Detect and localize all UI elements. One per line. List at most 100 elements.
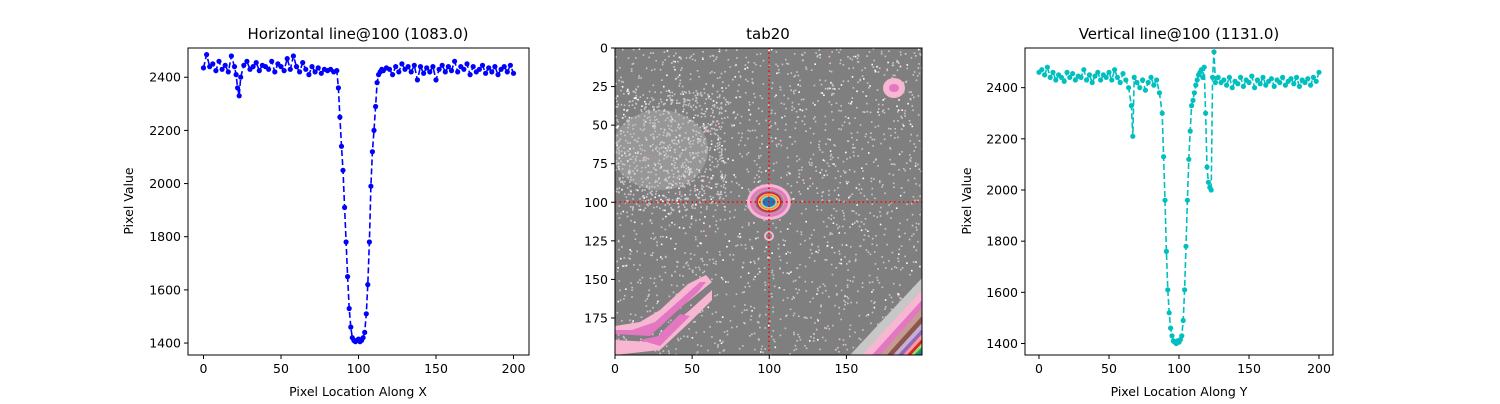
heatmap-speckle-pixel (913, 177, 916, 180)
heatmap-speckle-pixel (692, 98, 694, 101)
heatmap-speckle-pixel (687, 138, 690, 141)
v-data-point (1058, 74, 1064, 80)
v-data-point (1165, 287, 1171, 293)
heatmap-speckle-pixel (770, 293, 773, 295)
heatmap-speckle-pixel (688, 120, 691, 122)
heatmap-speckle-pixel (805, 347, 808, 350)
heatmap-speckle-pixel (812, 297, 814, 300)
heatmap-speckle-pixel (712, 258, 714, 261)
vertical-x-axis-label: Pixel Location Along Y (1111, 384, 1248, 399)
heatmap-speckle-pixel (725, 181, 727, 183)
heatmap-speckle-pixel (846, 140, 849, 142)
heatmap-speckle-pixel (749, 335, 751, 337)
heatmap-speckle-pixel (650, 134, 652, 136)
heatmap-speckle-pixel (797, 333, 799, 336)
heatmap-speckle-pixel (824, 87, 827, 90)
heatmap-speckle-pixel (871, 187, 874, 190)
heatmap-speckle-pixel (693, 179, 695, 182)
v-data-point (1291, 81, 1297, 87)
heatmap-speckle-pixel (668, 89, 670, 92)
v-data-point (1053, 77, 1059, 83)
heatmap-speckle-pixel (684, 209, 687, 212)
v-data-point (1224, 82, 1230, 88)
heatmap-speckle-pixel (776, 72, 778, 75)
heatmap-speckle-pixel (656, 302, 658, 305)
heatmap-speckle-pixel (817, 54, 819, 57)
heatmap-speckle-pixel (696, 92, 699, 95)
heatmap-speckle-pixel (678, 127, 681, 130)
heatmap-speckle-pixel (671, 169, 673, 172)
v-data-point (1212, 79, 1218, 86)
heatmap-speckle-pixel (670, 156, 673, 158)
heatmap-speckle-pixel (920, 170, 922, 173)
heatmap-speckle-pixel (699, 191, 701, 193)
heatmap-speckle-pixel (664, 119, 667, 122)
heatmap-speckle-pixel (648, 182, 651, 184)
heatmap-speckle-pixel (838, 128, 840, 130)
h-data-point (284, 56, 290, 62)
heatmap-speckle-pixel (656, 180, 659, 183)
heatmap-speckle-pixel (869, 136, 872, 139)
heatmap-speckle-pixel (635, 116, 637, 119)
heatmap-speckle-pixel (695, 219, 697, 222)
heatmap-speckle-pixel (749, 319, 752, 321)
heatmap-speckle-pixel (700, 116, 703, 118)
heatmap-speckle-pixel (824, 129, 827, 131)
heatmap-speckle-pixel (894, 74, 896, 77)
heatmap-speckle-pixel (871, 237, 874, 240)
heatmap-speckle-pixel (648, 188, 651, 190)
heatmap-speckle-pixel (641, 149, 644, 151)
heatmap-speckle-pixel (832, 222, 835, 224)
heatmap-speckle-pixel (793, 107, 795, 110)
heatmap-speckle-pixel (659, 143, 661, 145)
heatmap-speckle-pixel (871, 311, 874, 314)
heatmap-speckle-pixel (676, 285, 678, 287)
heatmap-speckle-pixel (706, 130, 708, 132)
heatmap-speckle-pixel (738, 236, 741, 239)
heatmap-speckle-pixel (716, 321, 718, 323)
heatmap-speckle-pixel (919, 54, 922, 56)
heatmap-speckle-pixel (635, 203, 638, 205)
h-data-point (452, 58, 458, 64)
heatmap-speckle-pixel (886, 69, 889, 72)
heatmap-speckle-pixel (793, 349, 796, 352)
heatmap-speckle-pixel (631, 104, 634, 106)
heatmap-speckle-pixel (809, 301, 811, 303)
v-data-point (1191, 90, 1197, 96)
heatmap-speckle-pixel (913, 52, 916, 54)
heatmap-speckle-pixel (786, 272, 788, 274)
heatmap-speckle-pixel (812, 117, 815, 120)
heatmap-speckle-pixel (824, 285, 826, 287)
heatmap-speckle-pixel (899, 51, 902, 53)
heatmap-speckle-pixel (759, 180, 761, 182)
heatmap-speckle-pixel (725, 49, 728, 52)
heatmap-speckle-pixel (708, 181, 711, 184)
heatmap-speckle-pixel (615, 160, 618, 162)
heatmap-speckle-pixel (839, 62, 841, 65)
heatmap-speckle-pixel (701, 108, 703, 111)
heatmap-speckle-pixel (828, 70, 831, 72)
heatmap-speckle-pixel (869, 212, 871, 214)
h-data-point (318, 70, 324, 76)
heatmap-speckle-pixel (630, 282, 632, 284)
heatmap-speckle-pixel (710, 108, 713, 110)
heatmap-speckle-pixel (828, 55, 831, 58)
heatmap-speckle-pixel (682, 185, 684, 188)
heatmap-speckle-pixel (685, 91, 687, 94)
heatmap-speckle-pixel (615, 97, 617, 99)
heatmap-speckle-pixel (635, 57, 637, 59)
v-data-point (1161, 154, 1167, 160)
heatmap-speckle-pixel (626, 109, 628, 112)
heatmap-speckle-pixel (867, 251, 870, 253)
heatmap-speckle-pixel (660, 243, 663, 246)
heatmap-speckle-pixel (881, 104, 884, 106)
h-data-point (225, 69, 231, 75)
heatmap-speckle-pixel (668, 176, 671, 178)
heatmap-speckle-pixel (804, 345, 806, 347)
heatmap-speckle-pixel (817, 245, 819, 248)
heatmap-speckle-pixel (717, 191, 719, 193)
heatmap-speckle-pixel (902, 123, 904, 126)
heatmap-speckle-pixel (805, 108, 808, 111)
heatmap-speckle-pixel (663, 85, 665, 88)
heatmap-speckle-pixel (620, 76, 622, 79)
